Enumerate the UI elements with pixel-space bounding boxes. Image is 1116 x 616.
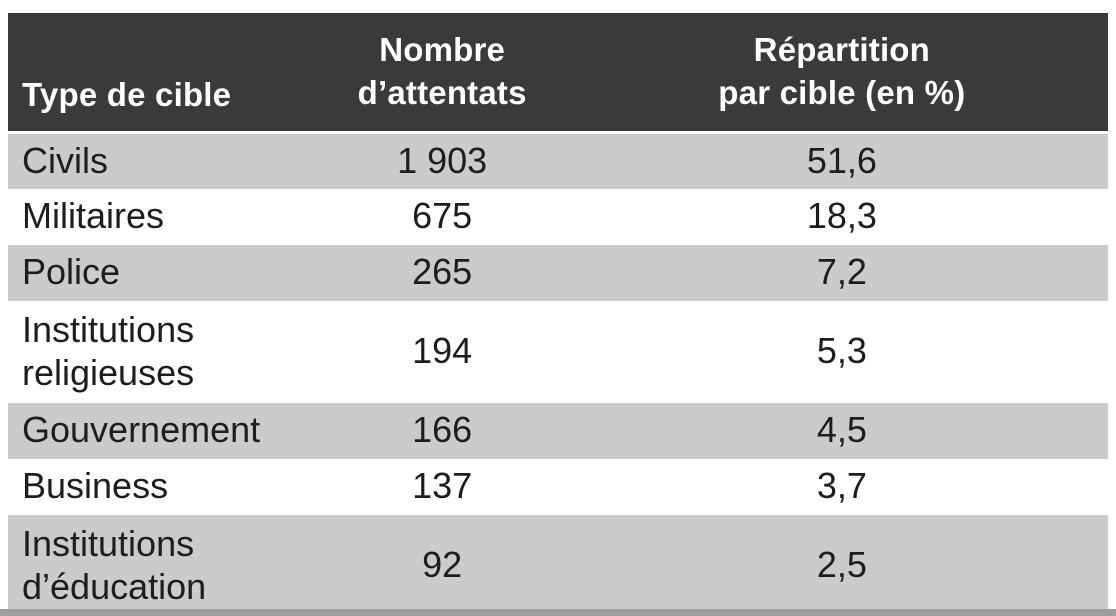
table-row: Police 265 7,2 xyxy=(8,244,1108,301)
cell-count: 166 xyxy=(412,409,473,451)
table-row: Institutions religieuses 194 5,3 xyxy=(8,300,1108,403)
header-col2-line1: Nombre xyxy=(379,31,506,69)
header-type-de-cible: Type de cible xyxy=(8,13,309,134)
cell-count: 92 xyxy=(422,544,463,586)
table-row: Militaires 675 18,3 xyxy=(8,188,1108,245)
cell-share: 7,2 xyxy=(816,251,867,293)
table-row: Civils 1 903 51,6 xyxy=(8,132,1108,189)
cell-type: Institutions d’éducation xyxy=(22,523,207,607)
cell-share: 5,3 xyxy=(816,330,867,372)
header-col3-line1: Répartition xyxy=(753,31,931,69)
cell-count: 137 xyxy=(412,465,473,507)
cell-share: 4,5 xyxy=(816,409,867,451)
cell-share: 3,7 xyxy=(816,465,867,507)
cell-share: 51,6 xyxy=(806,140,877,182)
table-row: Gouvernement 166 4,5 xyxy=(8,402,1108,459)
cell-count: 194 xyxy=(412,330,473,372)
table-header-row: Type de cible Nombre d’attentats Réparti… xyxy=(8,13,1108,134)
header-col1-label: Type de cible xyxy=(22,76,232,114)
header-nombre-attentats: Nombre d’attentats xyxy=(308,13,576,134)
table-row: Business 137 3,7 xyxy=(8,458,1108,515)
cell-count: 675 xyxy=(412,195,473,237)
cell-type: Gouvernement xyxy=(22,409,261,451)
header-repartition: Répartition par cible (en %) xyxy=(575,13,1108,134)
cell-share: 18,3 xyxy=(806,195,877,237)
cell-type: Militaires xyxy=(22,195,165,237)
cell-type: Civils xyxy=(22,140,108,182)
header-col3-line2: par cible (en %) xyxy=(718,74,966,111)
cell-type: Police xyxy=(22,251,121,293)
table-row: Institutions d’éducation 92 2,5 xyxy=(8,514,1108,616)
cell-type: Business xyxy=(22,465,169,507)
cell-count: 265 xyxy=(412,251,473,293)
header-col2-line2: d’attentats xyxy=(357,74,527,111)
cell-share: 2,5 xyxy=(816,544,867,586)
data-table: Type de cible Nombre d’attentats Réparti… xyxy=(8,13,1108,616)
table-body: Civils 1 903 51,6 Militaires 675 18,3 Po… xyxy=(8,132,1108,616)
table-header: Type de cible Nombre d’attentats Réparti… xyxy=(8,13,1108,134)
cell-count: 1 903 xyxy=(397,140,488,182)
cell-type: Institutions religieuses xyxy=(22,309,195,393)
bottom-edge-bar xyxy=(0,609,1116,616)
